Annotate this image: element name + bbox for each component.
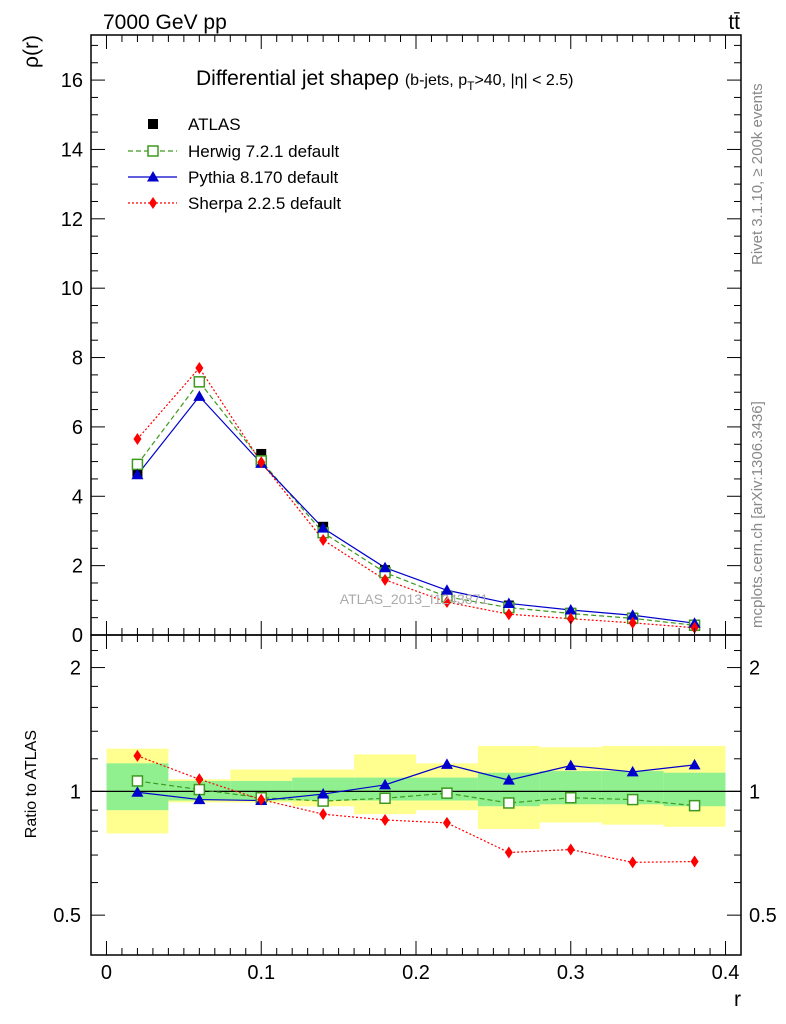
y-tick-label: 12 — [61, 209, 83, 231]
x-tick-label: 0 — [101, 962, 112, 984]
ratio-data-point — [502, 774, 515, 785]
ratio-data-point — [690, 855, 699, 868]
ratio-data-point — [131, 786, 144, 797]
legend-marker — [149, 197, 157, 209]
ratio-data-point — [504, 846, 513, 859]
ratio-y-tick-label: 0.5 — [53, 905, 81, 927]
data-point — [193, 390, 206, 401]
y-tick-label: 6 — [72, 417, 83, 439]
data-point — [504, 608, 513, 621]
y-tick-label: 2 — [72, 556, 83, 578]
ratio-data-point — [565, 791, 577, 804]
ratio-data-point — [564, 759, 577, 771]
main-panel: 0 2 4 6 8 10 12 14 16 ρ(r) Differential jet shapeρ… — [20, 34, 742, 647]
y-tick-label: 4 — [72, 486, 83, 508]
legend: ATLAS Herwig 7.2.1 default Pythia 8.170 de… — [128, 115, 341, 213]
side-text-mcplots: mcplots.cern.ch [arXiv:1306.3436] — [749, 401, 766, 628]
legend-label: Herwig 7.2.1 default — [188, 142, 339, 161]
data-point — [379, 561, 392, 573]
header-left: 7000 GeV pp — [103, 11, 227, 34]
chart-title: Differential jet shapeρ (b-jets, pT>40, … — [196, 67, 573, 93]
legend-marker — [147, 145, 159, 157]
legend-item: Herwig 7.2.1 default — [128, 142, 339, 161]
ratio-data-point — [441, 787, 453, 799]
data-point — [502, 597, 515, 608]
data-point — [195, 361, 204, 374]
data-point — [381, 573, 390, 586]
data-point — [566, 612, 575, 625]
ratio-data-point — [131, 775, 144, 787]
ratio-data-point — [317, 788, 330, 799]
data-point — [257, 456, 266, 469]
ratio-y-tick-label: 1 — [70, 781, 81, 803]
ratio-data-point — [440, 758, 453, 769]
ratio-data-point — [442, 816, 451, 829]
ratio-data-point — [319, 808, 328, 821]
ratio-data-point — [628, 856, 637, 869]
x-tick-label: 0.2 — [402, 962, 430, 984]
ratio-y-tick-label-right: 2 — [749, 658, 760, 680]
ratio-data-point — [379, 792, 391, 805]
series-line — [136, 366, 695, 629]
ratio-series-line — [137, 763, 695, 802]
legend-label: ATLAS — [188, 115, 241, 134]
side-text-rivet: Rivet 3.1.10, ≥ 200k events — [749, 83, 766, 265]
ratio-y-tick-label-right: 0.5 — [749, 905, 777, 927]
ratio-data-point — [688, 758, 701, 770]
ratio-series-line — [137, 780, 695, 807]
ratio-data-point — [381, 813, 390, 826]
data-point — [626, 609, 639, 620]
ratio-data-point — [379, 778, 392, 790]
data-point — [256, 448, 267, 459]
data-point — [442, 596, 451, 609]
ratio-data-point — [133, 749, 142, 762]
y-axis-label: ρ(r) — [20, 35, 43, 68]
legend-marker — [147, 171, 159, 182]
ratio-y-tick-label-right: 1 — [749, 781, 760, 803]
header-right: tt̄ — [728, 11, 740, 34]
x-axis-label: r — [734, 988, 741, 1011]
ratio-y-axis-label: Ratio to ATLAS — [23, 730, 40, 838]
legend-marker — [148, 119, 158, 129]
ratio-panel: 0 0.1 0.2 0.3 0.4 0.5 0.5 1 1 2 2 Ratio to ATLAS r — [23, 634, 777, 1011]
data-point — [628, 616, 637, 629]
data-point — [133, 433, 142, 446]
data-point — [193, 376, 206, 388]
data-point — [440, 584, 453, 595]
ratio-data-point — [566, 843, 575, 856]
series-line — [136, 395, 695, 624]
x-tick-label: 0.3 — [557, 962, 585, 984]
data-point — [319, 533, 328, 546]
legend-item: ATLAS — [148, 115, 241, 134]
y-tick-label: 10 — [61, 278, 83, 300]
ratio-data-point — [503, 797, 515, 809]
ratio-series-line — [137, 755, 695, 863]
legend-label: Sherpa 2.2.5 default — [188, 194, 341, 213]
data-point — [131, 468, 144, 480]
data-point — [317, 522, 330, 533]
series-line — [136, 380, 695, 626]
data-point — [690, 621, 699, 634]
ratio-data-point — [257, 793, 266, 806]
legend-label: Pythia 8.170 default — [188, 168, 339, 187]
x-tick-label: 0.4 — [712, 962, 740, 984]
ratio-data-point — [193, 783, 206, 796]
watermark: ATLAS_2013_I1243871 — [340, 591, 489, 607]
legend-item: Pythia 8.170 default — [128, 168, 339, 187]
data-point — [131, 458, 144, 471]
x-tick-label: 0.1 — [247, 962, 275, 984]
ratio-data-point — [193, 793, 206, 805]
data-point — [564, 604, 577, 615]
y-tick-label: 0 — [72, 625, 83, 647]
legend-item: Sherpa 2.2.5 default — [128, 194, 341, 213]
ratio-data-point — [626, 793, 639, 806]
y-tick-label: 14 — [61, 139, 83, 161]
ratio-data-point — [626, 765, 639, 777]
ratio-y-tick-label: 2 — [70, 658, 81, 680]
y-tick-label: 16 — [61, 70, 83, 92]
ratio-data-point — [195, 773, 204, 786]
ratio-data-point — [688, 799, 701, 812]
y-tick-label: 8 — [72, 348, 83, 370]
